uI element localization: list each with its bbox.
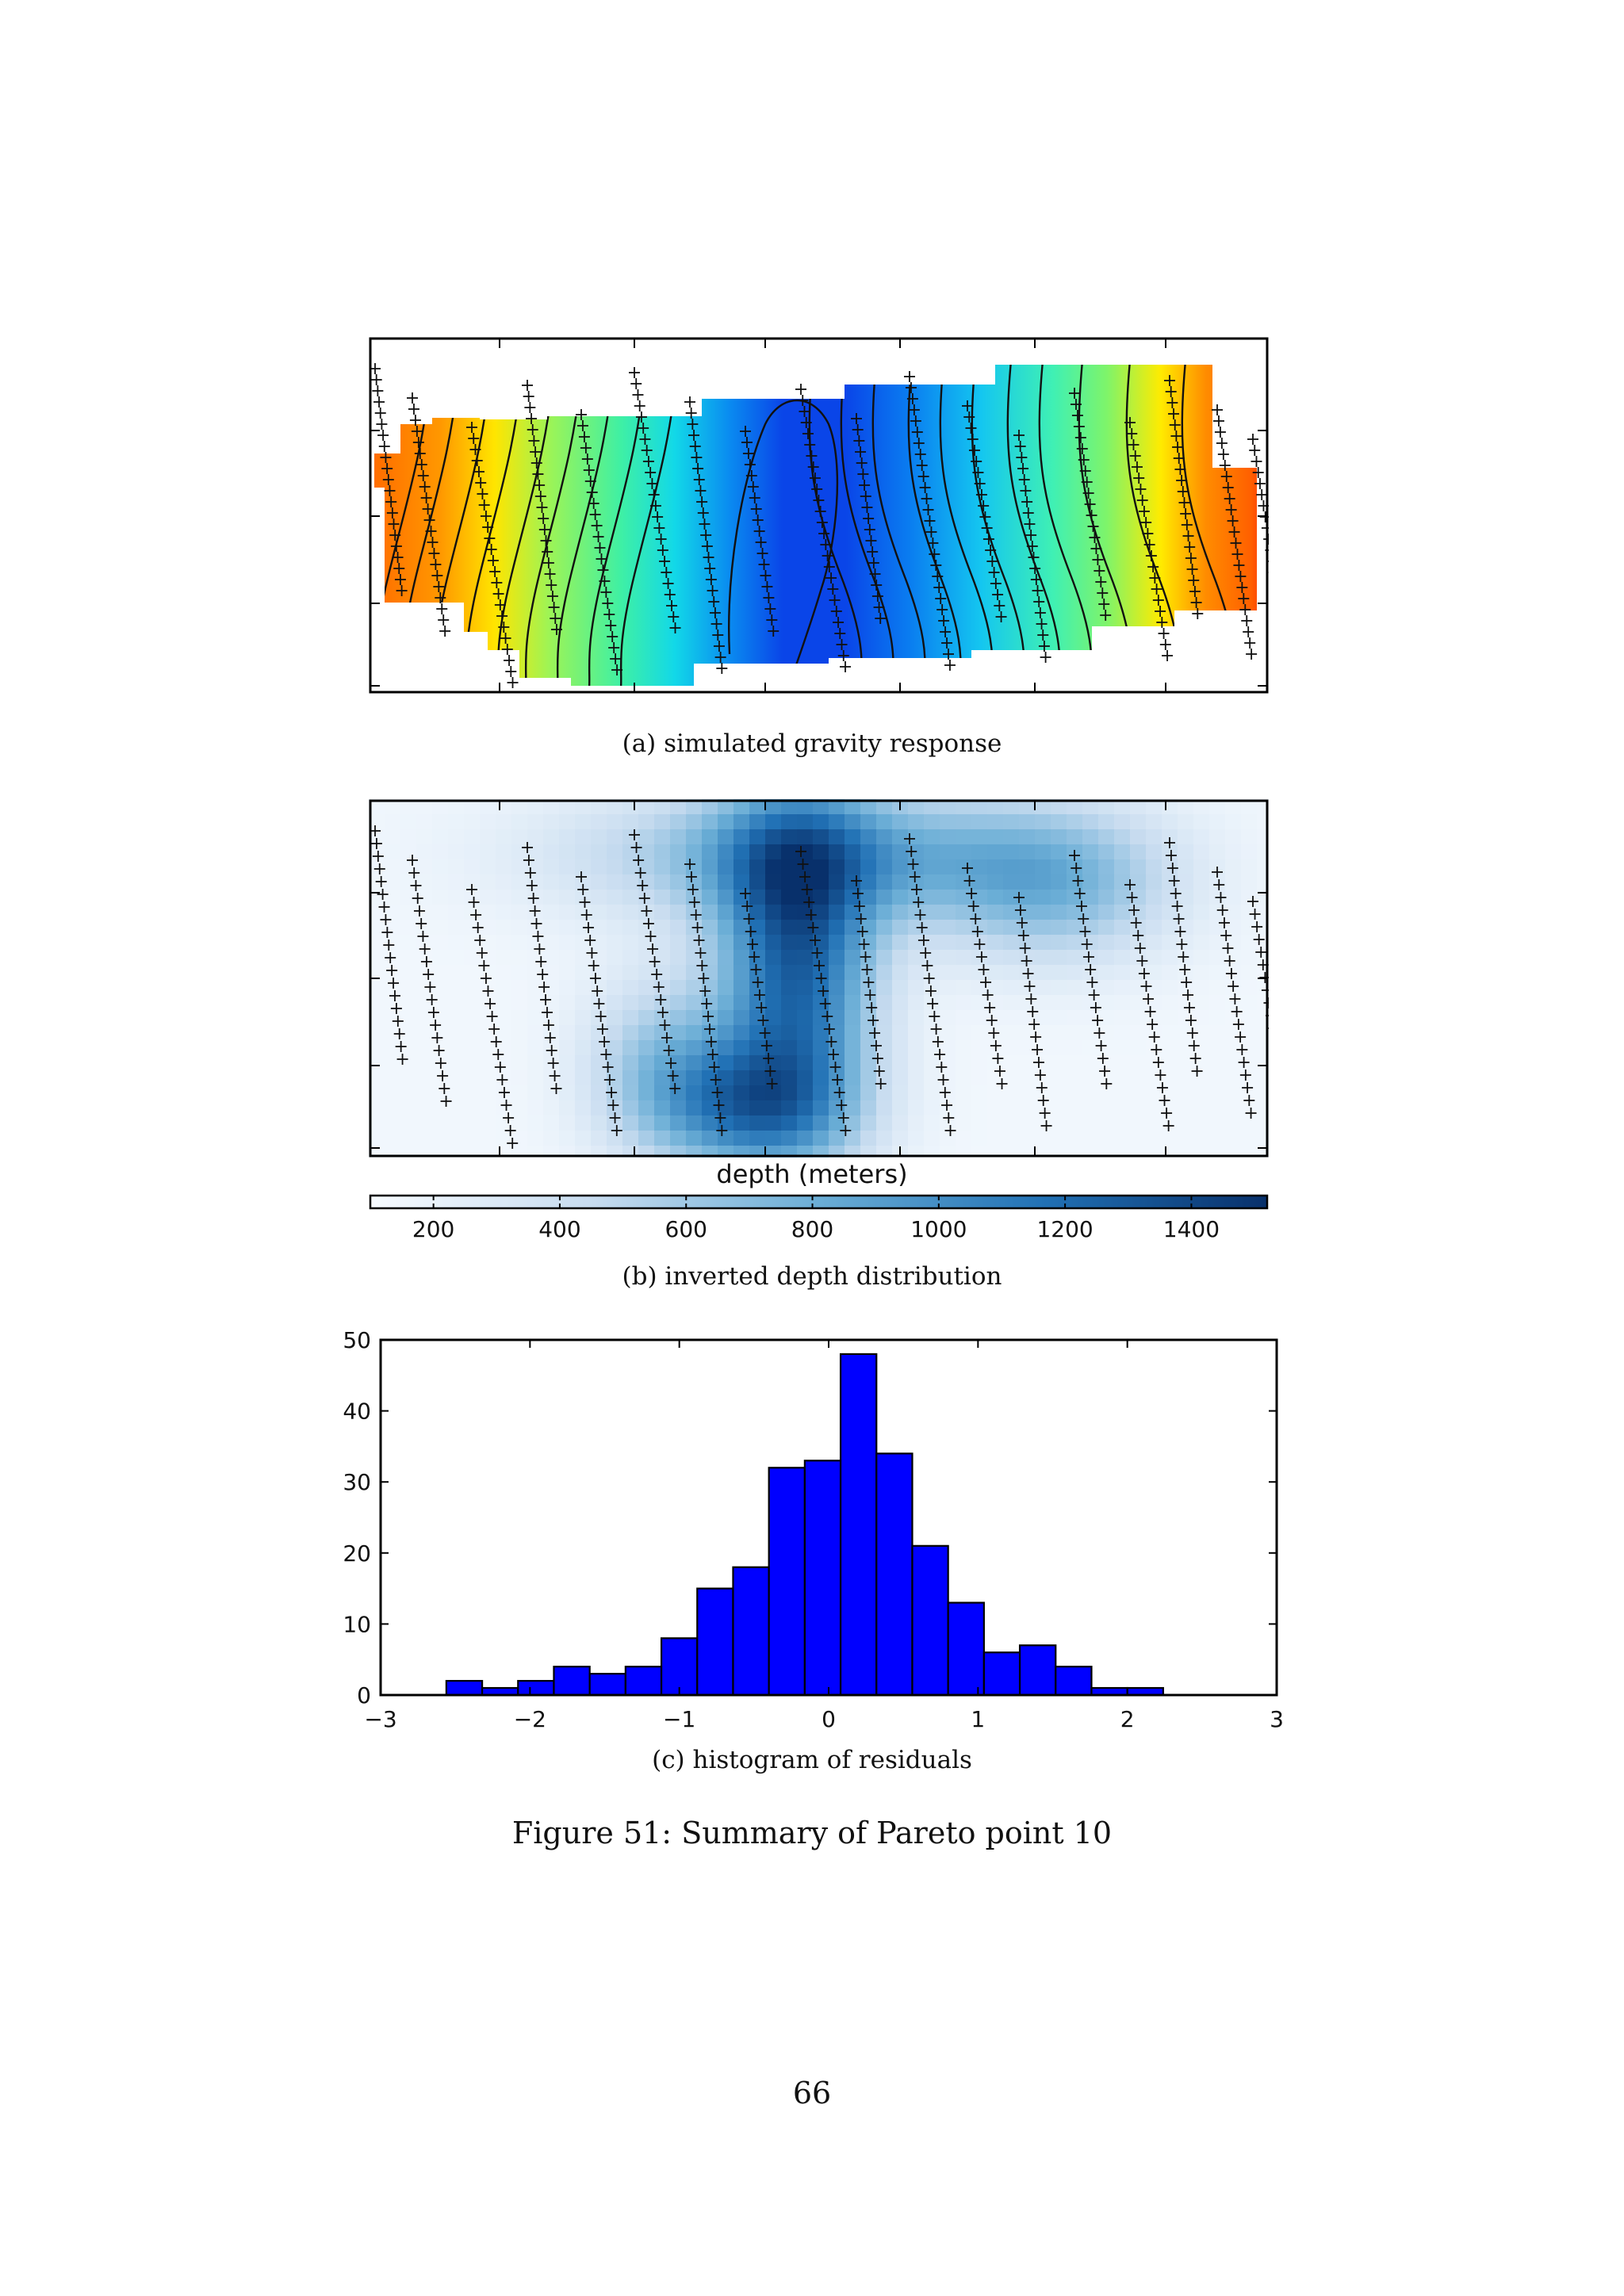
y-tick-label: 0: [357, 1682, 371, 1709]
histogram-bar: [982, 1651, 1021, 1697]
x-tick-label: −1: [663, 1706, 695, 1732]
histogram-bar: [660, 1637, 699, 1697]
contour-line: [728, 399, 839, 686]
y-tick-label: 30: [343, 1469, 371, 1495]
x-tick-label: 0: [822, 1706, 836, 1732]
contour-line: [588, 365, 648, 686]
colorbar-tick-label: 1000: [910, 1216, 967, 1242]
histogram-bar: [517, 1679, 555, 1697]
histogram-bar: [947, 1601, 985, 1697]
histogram-bar: [875, 1452, 914, 1697]
histogram-bar: [911, 1544, 949, 1697]
histogram-bar: [553, 1666, 591, 1697]
y-tick-label: 50: [343, 1327, 371, 1353]
y-tick-label: 40: [343, 1399, 371, 1425]
colorbar-tick-label: 400: [538, 1216, 580, 1242]
page-number: 66: [792, 2076, 832, 2110]
gravity-response-map: [369, 337, 1269, 694]
contour-line: [524, 365, 584, 686]
histogram-bar: [624, 1666, 663, 1697]
depth-colorbar: 200 400 600 800 1000 1200 1400: [369, 1194, 1269, 1242]
x-tick-label: 2: [1120, 1706, 1135, 1732]
histogram-bar: [696, 1587, 734, 1697]
histogram-bar: [768, 1467, 806, 1697]
colorbar-tick-label: 600: [665, 1216, 707, 1242]
colorbar-tick-label: 1400: [1163, 1216, 1220, 1242]
histogram-bar: [588, 1673, 626, 1697]
panel-a-caption: (a) simulated gravity response: [622, 729, 1002, 758]
contour-line: [556, 365, 616, 686]
y-tick-label: 20: [343, 1540, 371, 1567]
histogram-bar: [1055, 1666, 1093, 1697]
y-tick-label: 10: [343, 1611, 371, 1637]
contour-line: [619, 365, 680, 686]
histogram-bar: [445, 1679, 484, 1697]
histogram-bar: [803, 1460, 842, 1697]
histogram-bar: [732, 1566, 770, 1697]
x-tick-label: 1: [971, 1706, 985, 1732]
colorbar-label: depth (meters): [716, 1159, 908, 1189]
figure-caption: Figure 51: Summary of Pareto point 10: [511, 1816, 1113, 1850]
histogram-bar: [1018, 1644, 1057, 1697]
depth-distribution-map: [369, 799, 1269, 1158]
colorbar-tick-label: 1200: [1036, 1216, 1093, 1242]
x-tick-label: 3: [1270, 1706, 1284, 1732]
colorbar-tick-label: 200: [412, 1216, 454, 1242]
panel-b-caption: (b) inverted depth distribution: [622, 1262, 1002, 1291]
panel-c-caption: (c) histogram of residuals: [652, 1746, 972, 1774]
colorbar-tick-label: 800: [791, 1216, 833, 1242]
histogram-bar: [839, 1353, 878, 1697]
x-tick-label: −3: [364, 1706, 396, 1732]
x-tick-label: −2: [514, 1706, 546, 1732]
